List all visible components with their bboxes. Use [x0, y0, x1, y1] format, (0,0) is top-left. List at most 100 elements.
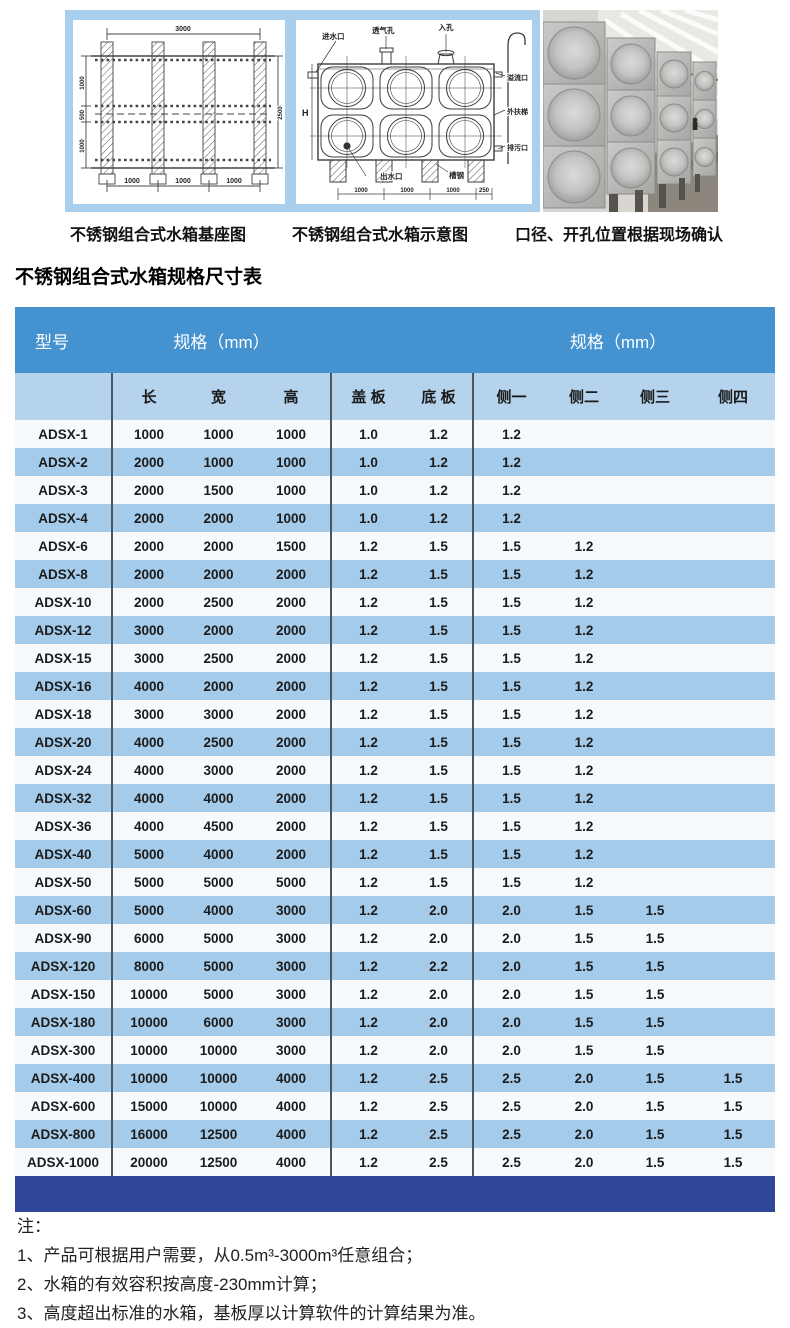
value-cell: [619, 784, 691, 812]
dim-label: 500: [80, 109, 86, 120]
subheader-width: 宽: [185, 373, 252, 420]
dim-label: 1000: [124, 178, 140, 185]
value-cell: 1.2: [331, 672, 405, 700]
value-cell: 4000: [185, 784, 252, 812]
table-row: ADSX-10 2000 2500 2000 1.2 1.5 1.5 1.2: [15, 588, 776, 616]
value-cell: 1000: [252, 504, 332, 532]
subheader-bottom-plate: 底 板: [405, 373, 474, 420]
value-cell: 2000: [112, 448, 185, 476]
value-cell: 15000: [112, 1092, 185, 1120]
value-cell: 4000: [252, 1148, 332, 1176]
value-cell: [619, 672, 691, 700]
value-cell: 2000: [252, 756, 332, 784]
value-cell: 1.2: [331, 896, 405, 924]
value-cell: [691, 840, 776, 868]
value-cell: [691, 588, 776, 616]
value-cell: 1.5: [619, 1036, 691, 1064]
table-row: ADSX-600 15000 10000 4000 1.2 2.5 2.5 2.0 1.5 1.5: [15, 1092, 776, 1120]
value-cell: 4000: [112, 784, 185, 812]
value-cell: 10000: [112, 1036, 185, 1064]
model-cell: ADSX-3: [15, 476, 113, 504]
label-manhole: 入孔: [438, 22, 454, 32]
value-cell: 1.2: [549, 756, 619, 784]
table-row: ADSX-2 2000 1000 1000 1.0 1.2 1.2: [15, 448, 776, 476]
value-cell: 1.5: [405, 616, 474, 644]
dim-label: 1000: [80, 139, 86, 153]
value-cell: [619, 812, 691, 840]
value-cell: 1.5: [405, 868, 474, 896]
value-cell: 2.0: [473, 952, 549, 980]
label-inlet: 进水口: [322, 31, 345, 41]
value-cell: 10000: [112, 1008, 185, 1036]
value-cell: 2.0: [405, 1036, 474, 1064]
value-cell: 1.2: [549, 784, 619, 812]
value-cell: 1.5: [473, 756, 549, 784]
model-cell: ADSX-120: [15, 952, 113, 980]
value-cell: [691, 448, 776, 476]
value-cell: 1000: [185, 420, 252, 448]
model-cell: ADSX-1000: [15, 1148, 113, 1176]
value-cell: 1.5: [619, 924, 691, 952]
value-cell: 2000: [252, 672, 332, 700]
base-diagram-lines: [81, 28, 283, 192]
value-cell: 1.2: [473, 420, 549, 448]
subheader-side1: 侧一: [473, 373, 549, 420]
value-cell: 2.5: [405, 1092, 474, 1120]
dim-label: 250: [479, 188, 490, 194]
value-cell: [619, 728, 691, 756]
table-row: ADSX-12 3000 2000 2000 1.2 1.5 1.5 1.2: [15, 616, 776, 644]
value-cell: 2.0: [473, 896, 549, 924]
table-row: ADSX-18 3000 3000 2000 1.2 1.5 1.5 1.2: [15, 700, 776, 728]
value-cell: 1.5: [549, 1036, 619, 1064]
value-cell: 3000: [252, 924, 332, 952]
value-cell: 1.5: [619, 952, 691, 980]
value-cell: 4500: [185, 812, 252, 840]
dim-label: 3000: [175, 26, 191, 33]
value-cell: 3000: [112, 700, 185, 728]
value-cell: 1.5: [549, 896, 619, 924]
value-cell: 4000: [185, 896, 252, 924]
value-cell: 1000: [252, 420, 332, 448]
table-header-row: 型号 规格（mm） 规格（mm）: [15, 307, 776, 373]
value-cell: 3000: [252, 952, 332, 980]
value-cell: [691, 980, 776, 1008]
label-drain: 排污口: [507, 143, 528, 152]
base-diagram-drawing: 3000 1000 500 1000 2500 1000 1000 1000: [79, 25, 285, 192]
table-row: ADSX-300 10000 10000 3000 1.2 2.0 2.0 1.5 1.5: [15, 1036, 776, 1064]
table-row: ADSX-15 3000 2500 2000 1.2 1.5 1.5 1.2: [15, 644, 776, 672]
header-model: 型号: [15, 307, 112, 373]
value-cell: 1.2: [331, 588, 405, 616]
value-cell: 5000: [185, 980, 252, 1008]
value-cell: 1.2: [331, 1064, 405, 1092]
value-cell: 5000: [185, 952, 252, 980]
subheader-height: 高: [252, 373, 332, 420]
value-cell: 1.2: [473, 448, 549, 476]
value-cell: [549, 420, 619, 448]
tank-wall: [543, 21, 717, 209]
model-cell: ADSX-800: [15, 1120, 113, 1148]
value-cell: [619, 560, 691, 588]
value-cell: [691, 476, 776, 504]
schematic-diagram: 进水口 透气孔 入孔 溢流口 外扶梯 排污口 出水口 槽钢 H 1000 100…: [296, 20, 532, 204]
value-cell: 2.5: [405, 1120, 474, 1148]
value-cell: 2000: [112, 588, 185, 616]
value-cell: 1.5: [405, 700, 474, 728]
label-ladder: 外扶梯: [507, 107, 528, 116]
value-cell: 2000: [252, 840, 332, 868]
value-cell: [691, 924, 776, 952]
value-cell: 2000: [112, 532, 185, 560]
value-cell: 2000: [252, 560, 332, 588]
value-cell: 2000: [185, 560, 252, 588]
value-cell: 1.5: [405, 644, 474, 672]
value-cell: 1.5: [549, 980, 619, 1008]
value-cell: 2.5: [473, 1064, 549, 1092]
table-row: ADSX-32 4000 4000 2000 1.2 1.5 1.5 1.2: [15, 784, 776, 812]
value-cell: 1.5: [473, 560, 549, 588]
table-row: ADSX-120 8000 5000 3000 1.2 2.2 2.0 1.5 1.5: [15, 952, 776, 980]
value-cell: [691, 644, 776, 672]
value-cell: 1000: [112, 420, 185, 448]
value-cell: 1.5: [405, 756, 474, 784]
value-cell: 1.5: [405, 728, 474, 756]
spec-table-body: ADSX-1 1000 1000 1000 1.0 1.2 1.2 ADSX-2 2000 100…: [15, 420, 776, 1176]
value-cell: 1.5: [473, 728, 549, 756]
